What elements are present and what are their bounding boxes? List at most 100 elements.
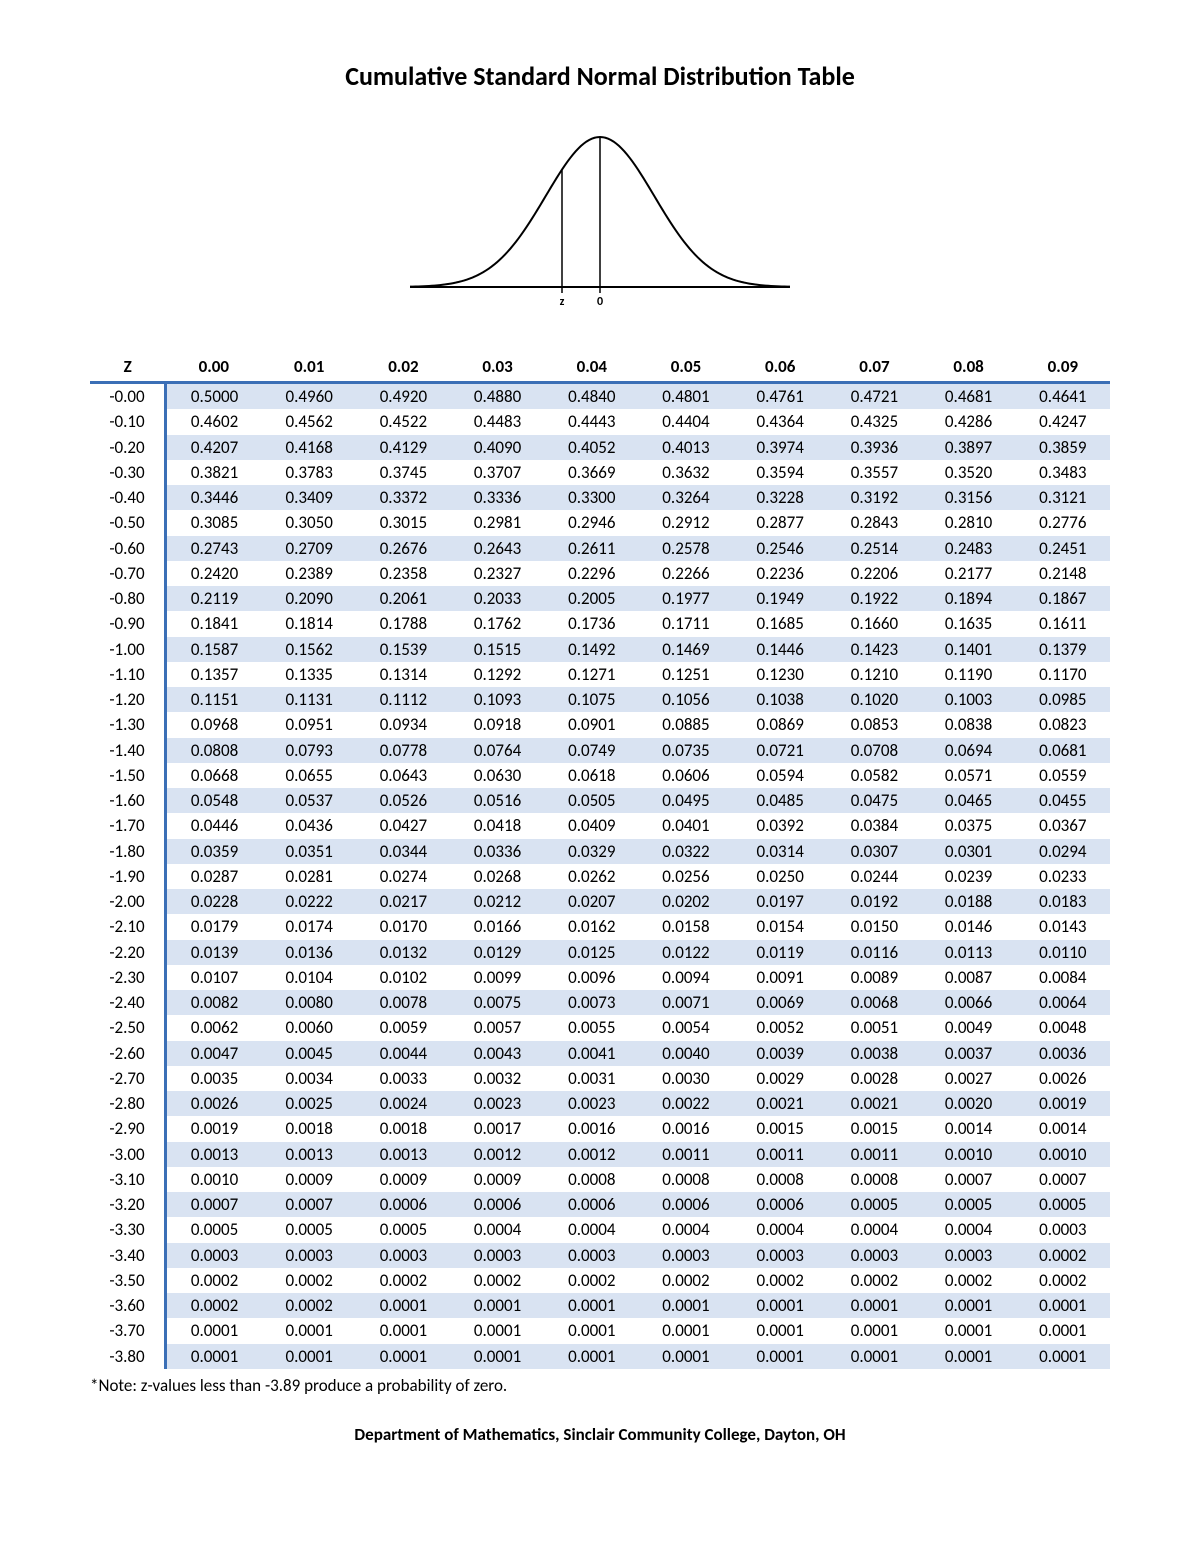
z-cell: 0.0044 <box>356 1041 450 1066</box>
z-cell: 0.0007 <box>262 1192 356 1217</box>
z-cell: 0.0901 <box>545 712 639 737</box>
z-cell: 0.0025 <box>262 1091 356 1116</box>
z-cell: 0.3050 <box>262 510 356 535</box>
z-cell: 0.2546 <box>733 536 827 561</box>
z-cell: 0.3264 <box>639 485 733 510</box>
z-row-label: -0.00 <box>90 383 166 410</box>
z-cell: 0.1093 <box>450 687 544 712</box>
z-cell: 0.2206 <box>827 561 921 586</box>
column-header: 0.04 <box>545 352 639 383</box>
z-cell: 0.0036 <box>1016 1041 1110 1066</box>
column-header: 0.08 <box>922 352 1016 383</box>
z-header: Z <box>90 352 166 383</box>
z-cell: 0.0322 <box>639 839 733 864</box>
z-cell: 0.1190 <box>922 662 1016 687</box>
z-cell: 0.0005 <box>356 1217 450 1242</box>
page-title: Cumulative Standard Normal Distribution … <box>90 60 1110 92</box>
z-cell: 0.1788 <box>356 611 450 636</box>
z-cell: 0.0013 <box>356 1142 450 1167</box>
z-cell: 0.0409 <box>545 813 639 838</box>
z-cell: 0.0119 <box>733 940 827 965</box>
z-row-label: -0.70 <box>90 561 166 586</box>
z-cell: 0.1814 <box>262 611 356 636</box>
z-cell: 0.0329 <box>545 839 639 864</box>
table-row: -3.300.00050.00050.00050.00040.00040.000… <box>90 1217 1110 1242</box>
table-row: -2.700.00350.00340.00330.00320.00310.003… <box>90 1066 1110 1091</box>
z-cell: 0.4681 <box>922 383 1016 410</box>
z-cell: 0.0037 <box>922 1041 1016 1066</box>
z-cell: 0.0007 <box>166 1192 263 1217</box>
table-row: -2.600.00470.00450.00440.00430.00410.004… <box>90 1041 1110 1066</box>
table-row: -1.500.06680.06550.06430.06300.06180.060… <box>90 763 1110 788</box>
z-cell: 0.0011 <box>639 1142 733 1167</box>
column-header: 0.09 <box>1016 352 1110 383</box>
z-cell: 0.0985 <box>1016 687 1110 712</box>
z-cell: 0.4801 <box>639 383 733 410</box>
z-cell: 0.0001 <box>922 1344 1016 1369</box>
table-row: -1.100.13570.13350.13140.12920.12710.125… <box>90 662 1110 687</box>
z-cell: 0.3336 <box>450 485 544 510</box>
z-cell: 0.4721 <box>827 383 921 410</box>
z-cell: 0.0028 <box>827 1066 921 1091</box>
table-row: -2.500.00620.00600.00590.00570.00550.005… <box>90 1015 1110 1040</box>
z-cell: 0.1056 <box>639 687 733 712</box>
z-cell: 0.0418 <box>450 813 544 838</box>
z-cell: 0.0019 <box>166 1116 263 1141</box>
z-row-label: -0.50 <box>90 510 166 535</box>
table-row: -2.900.00190.00180.00180.00170.00160.001… <box>90 1116 1110 1141</box>
z-cell: 0.0250 <box>733 864 827 889</box>
z-cell: 0.4129 <box>356 435 450 460</box>
z-cell: 0.0239 <box>922 864 1016 889</box>
z-row-label: -3.00 <box>90 1142 166 1167</box>
z-cell: 0.0002 <box>262 1293 356 1318</box>
z-row-label: -2.90 <box>90 1116 166 1141</box>
z-cell: 0.4602 <box>166 409 263 434</box>
z-cell: 0.4443 <box>545 409 639 434</box>
z-cell: 0.0016 <box>639 1116 733 1141</box>
z-cell: 0.0150 <box>827 914 921 939</box>
z-cell: 0.0016 <box>545 1116 639 1141</box>
z-cell: 0.3557 <box>827 460 921 485</box>
z-cell: 0.0116 <box>827 940 921 965</box>
z-row-label: -0.60 <box>90 536 166 561</box>
column-header: 0.00 <box>166 352 263 383</box>
z-cell: 0.0068 <box>827 990 921 1015</box>
z-cell: 0.0033 <box>356 1066 450 1091</box>
z-cell: 0.0968 <box>166 712 263 737</box>
z-cell: 0.0003 <box>166 1243 263 1268</box>
z-cell: 0.0073 <box>545 990 639 1015</box>
z-cell: 0.0066 <box>922 990 1016 1015</box>
z-cell: 0.0002 <box>639 1268 733 1293</box>
z-cell: 0.0281 <box>262 864 356 889</box>
z-cell: 0.2266 <box>639 561 733 586</box>
z-row-label: -1.70 <box>90 813 166 838</box>
table-row: -3.500.00020.00020.00020.00020.00020.000… <box>90 1268 1110 1293</box>
z-cell: 0.0014 <box>1016 1116 1110 1141</box>
z-cell: 0.0005 <box>166 1217 263 1242</box>
z-cell: 0.0030 <box>639 1066 733 1091</box>
z-cell: 0.0001 <box>827 1318 921 1343</box>
z-cell: 0.4960 <box>262 383 356 410</box>
z-cell: 0.0001 <box>356 1293 450 1318</box>
z-cell: 0.0455 <box>1016 788 1110 813</box>
z-cell: 0.0001 <box>166 1318 263 1343</box>
table-row: -1.200.11510.11310.11120.10930.10750.105… <box>90 687 1110 712</box>
z-row-label: -3.40 <box>90 1243 166 1268</box>
table-row: -2.800.00260.00250.00240.00230.00230.002… <box>90 1091 1110 1116</box>
z-cell: 0.0294 <box>1016 839 1110 864</box>
z-cell: 0.1075 <box>545 687 639 712</box>
z-row-label: -2.60 <box>90 1041 166 1066</box>
z-cell: 0.0005 <box>262 1217 356 1242</box>
column-header: 0.03 <box>450 352 544 383</box>
z-cell: 0.2843 <box>827 510 921 535</box>
z-cell: 0.0023 <box>450 1091 544 1116</box>
z-cell: 0.1131 <box>262 687 356 712</box>
z-cell: 0.2005 <box>545 586 639 611</box>
z-cell: 0.0179 <box>166 914 263 939</box>
z-cell: 0.0146 <box>922 914 1016 939</box>
z-cell: 0.0110 <box>1016 940 1110 965</box>
page: Cumulative Standard Normal Distribution … <box>0 0 1200 1553</box>
z-cell: 0.0064 <box>1016 990 1110 1015</box>
z-cell: 0.0052 <box>733 1015 827 1040</box>
z-cell: 0.0594 <box>733 763 827 788</box>
